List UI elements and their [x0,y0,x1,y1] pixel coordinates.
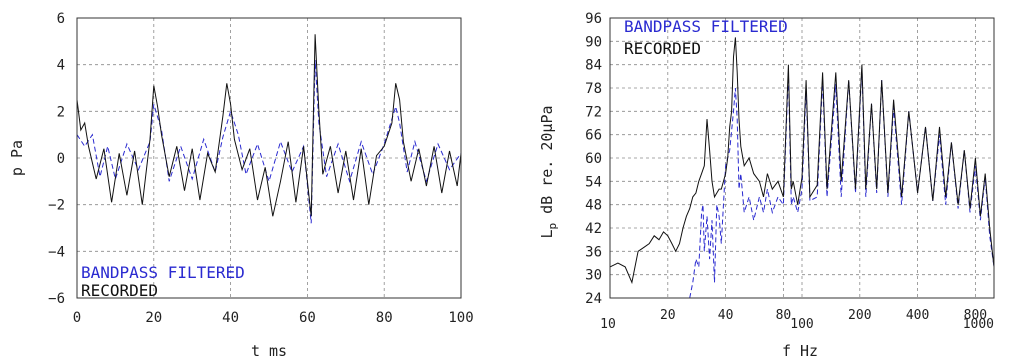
spectrum-chart-x-tick: 400 [906,308,929,323]
spectrum-chart-x-tick: 40 [718,308,734,323]
spectrum-chart-y-tick: 60 [585,151,602,167]
time-chart-x-label: t ms [251,342,287,360]
time-chart-x-tick: 20 [145,310,162,326]
spectrum-chart-y-tick: 78 [585,81,602,97]
spectrum-chart-legend-filtered: BANDPASS FILTERED [624,17,788,36]
spectrum-chart-y-tick: 84 [585,58,602,74]
time-chart-y-tick: 6 [57,11,65,27]
time-chart-x-ticks: 0 20 40 60 80 100 [73,310,474,326]
time-chart-x-tick: 40 [222,310,239,326]
spectrum-chart-x-tick: 20 [660,308,676,323]
spectrum-chart-y-tick: 24 [585,291,602,307]
spectrum-chart-series [609,37,995,299]
time-chart-series [76,34,462,224]
time-chart-y-tick: −6 [48,291,65,307]
time-chart-y-tick: −4 [48,244,65,260]
time-chart-grid [76,17,462,299]
time-chart-y-tick: 4 [57,58,65,74]
spectrum-chart-y-label: Lp dB re. 20μPa [538,105,559,238]
spectrum-chart-y-label-sub: p [546,223,559,230]
spectrum-chart-legend-recorded: RECORDED [624,39,701,58]
spectrum-chart-y-tick: 36 [585,244,602,260]
spectrum-chart-line-filtered [689,68,995,299]
time-chart-x-tick: 80 [376,310,393,326]
time-chart-line-recorded [76,34,462,217]
time-chart-y-label: p Pa [8,140,26,176]
spectrum-chart-y-tick: 66 [585,128,602,144]
spectrum-chart-y-tick: 72 [585,104,602,120]
spectrum-chart-x-tick: 800 [964,308,987,323]
spectrum-chart-x-tick: 100 [790,317,813,332]
spectrum-chart-y-tick: 96 [585,11,602,27]
spectrum-chart-y-tick: 48 [585,198,602,214]
time-chart-y-ticks: 6 4 2 0 −2 −4 −6 [48,11,65,307]
spectrum-chart-y-tick: 90 [585,34,602,50]
spectrum-chart-y-tick: 42 [585,221,602,237]
spectrum-chart-y-ticks: 96 90 84 78 72 66 60 54 48 42 36 30 24 [585,11,602,307]
time-chart-frame [76,17,462,299]
spectrum-chart-x-tick: 1000 [963,317,994,332]
spectrum-chart-line-recorded [609,37,995,285]
spectrum-chart-y-tick: 30 [585,268,602,284]
spectrum-chart-x-tick: 10 [600,317,616,332]
time-chart-x-tick: 100 [448,310,473,326]
time-chart-legend-recorded: RECORDED [81,281,158,300]
time-chart-y-tick: 2 [57,104,65,120]
spectrum-chart-frame [609,17,995,299]
spectrum-chart-x-tick: 200 [848,308,871,323]
time-chart-y-tick: −2 [48,198,65,214]
time-chart-x-tick: 60 [299,310,316,326]
time-chart-legend-filtered: BANDPASS FILTERED [81,263,245,282]
spectrum-chart-x-tick: 80 [776,308,792,323]
spectrum-chart-y-tick: 54 [585,174,602,190]
spectrum-chart-x-label: f Hz [782,342,818,360]
time-chart-y-tick: 0 [57,151,65,167]
time-chart-x-tick: 0 [73,310,81,326]
